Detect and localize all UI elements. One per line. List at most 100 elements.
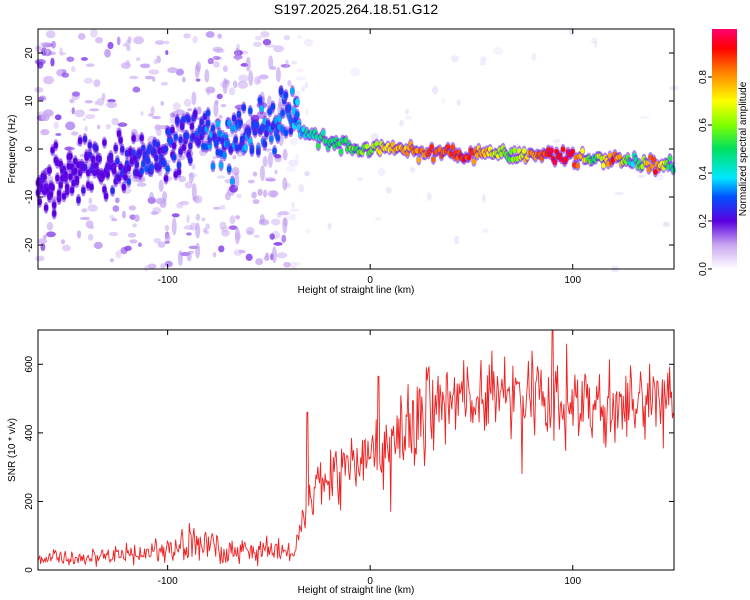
spectrogram-noise-blob [234,172,240,190]
spectrogram-noise-blob [238,74,249,83]
snr-y-tick-label: 400 [24,424,35,441]
spectrogram-noise-blob [236,193,242,199]
spectrogram-noise-blob [295,90,301,97]
spectrogram-noise-blob [216,93,223,100]
colorbar: 0.0 0.2 0.4 0.6 0.8 Normalized spectral ampl… [698,29,749,276]
spectrogram-ridge-cell [670,167,676,173]
spectrogram-noise-blob [59,47,63,56]
spectrogram-ridge-cell [162,159,167,167]
spectrogram-ridge-cell [205,119,211,127]
spectrogram-noise-blob [149,191,155,204]
spectrogram-ridge-cell [74,175,80,183]
spectrogram-ridge-cell [126,178,131,186]
spectrogram-noise-blob [127,232,137,238]
spectrogram-ridge-cell [111,167,117,175]
spectrogram-noise-blob [183,98,192,107]
spectrogram-noise-blob [456,99,461,106]
spectrogram-noise-blob [70,131,79,136]
spectrogram-ridge-cell [53,141,59,149]
spectrogram-noise-blob [93,79,101,88]
spectrogram-noise-blob [213,100,219,118]
spectrogram-noise-blob [120,62,131,70]
spectrogram-ridge-cell [286,104,292,112]
spectrogram-noise-blob [349,67,361,77]
spectrogram-x-tick-label: 100 [564,275,581,286]
spectrogram-noise-blob [432,86,439,95]
spectrogram-noise-blob [356,177,364,182]
spectrogram-noise-blob [298,184,305,193]
spectrogram-noise-blob [295,152,299,162]
spectrogram-noise-blob [65,121,76,131]
spectrogram-noise-blob [289,137,298,146]
spectrogram-noise-blob [45,30,56,39]
spectrogram-noise-blob [160,81,169,86]
spectrogram-noise-blob [278,210,290,216]
spectrogram-noise-blob [84,125,88,132]
spectrogram-ridge-cell [416,157,421,163]
spectrogram-noise-blob [259,213,265,225]
spectrogram-noise-blob [253,234,260,238]
spectrogram-noise-blob [212,251,217,258]
spectrogram-noise-blob [228,87,236,96]
spectrogram-noise-blob [265,178,277,182]
spectrogram-x-label: Height of straight line (km) [298,285,415,296]
spectrogram-ridge-cell [243,144,248,152]
spectrogram-noise-blob [196,61,202,73]
spectrogram-noise-blob [157,241,166,248]
spectrogram-noise-blob [288,159,299,167]
spectrogram-noise-blob [267,151,273,168]
spectrogram-noise-blob [48,51,56,56]
spectrogram-noise-blob [37,238,48,244]
spectrogram-noise-blob [264,176,276,181]
spectrogram-noise-blob [254,76,260,85]
spectrogram-ridge-cell [272,147,277,155]
spectrogram-noise-blob [283,261,291,268]
spectrogram-y-tick-label: -20 [24,237,35,252]
spectrogram-noise-blob [162,191,168,202]
spectrogram-noise-blob [268,55,274,70]
spectrogram-ridge-cell [215,120,221,128]
spectrogram-ridge-cell [82,164,88,172]
spectrogram-noise-blob [259,165,265,182]
spectrogram-ridge-cell [667,155,673,162]
spectrogram-ridge-cell [139,134,144,142]
spectrogram-ridge-cell [56,189,62,197]
spectrogram-ridge-cell [257,96,263,104]
spectrogram-noise-blob [271,246,277,264]
spectrogram-ridge-cell [43,204,49,212]
spectrogram-ridge-cell [120,145,125,153]
spectrogram-ridge-cell [188,156,193,164]
spectrogram-ridge-cell [64,183,70,191]
spectrogram-ridge-cell [192,109,198,117]
spectrogram-noise-blob [271,218,281,226]
spectrogram-ridge-cell [259,105,264,113]
spectrogram-y-tick-label: -10 [24,189,35,204]
spectrogram-noise-blob [136,182,147,187]
spectrogram-noise-blob [212,46,223,52]
spectrogram-noise-blob [171,217,177,236]
snr-plot-area [38,330,674,570]
spectrogram-noise-blob [282,177,288,191]
spectrogram-noise-blob [156,128,162,137]
spectrogram-noise-blob [480,56,487,63]
spectrogram-noise-blob [50,57,55,67]
spectrogram-noise-blob [124,245,132,252]
spectrogram-ridge-cell [280,109,285,117]
spectrogram-noise-blob [238,249,246,254]
spectrogram-noise-blob [144,75,154,80]
snr-x-tick-label: -100 [158,576,178,587]
spectrogram-ridge-cell [103,192,109,200]
spectrogram-noise-blob [441,97,446,104]
spectrogram-ridge-cell [431,156,436,163]
snr-x-tick-label: 100 [564,576,581,587]
spectrogram-noise-blob [276,252,288,259]
spectrogram-noise-blob [252,199,260,205]
spectrogram-noise-blob [66,56,75,62]
spectrogram-noise-blob [60,239,66,245]
spectrogram-noise-blob [207,57,214,65]
spectrogram-noise-blob [191,163,196,170]
spectrogram-noise-blob [204,69,210,83]
spectrogram-ridge-cell [134,161,140,169]
spectrogram-ridge-cell [450,144,456,151]
spectrogram-noise-blob [106,101,118,109]
